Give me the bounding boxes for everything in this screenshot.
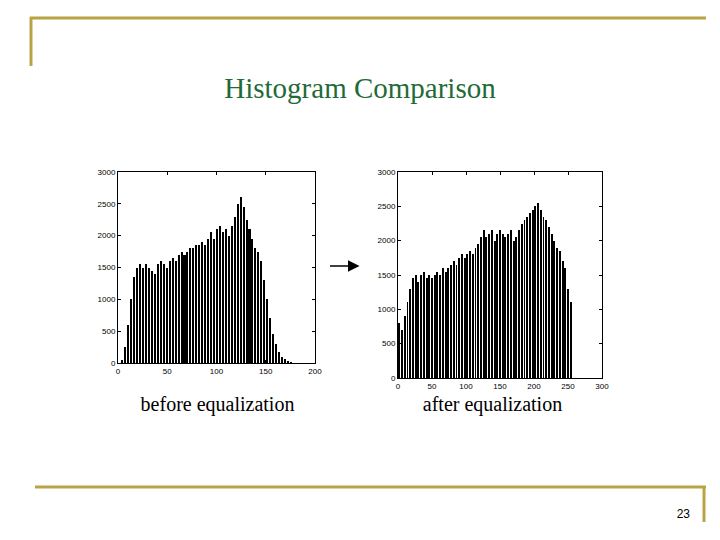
svg-text:3000: 3000 bbox=[98, 168, 116, 177]
svg-text:500: 500 bbox=[382, 339, 396, 348]
svg-text:1500: 1500 bbox=[98, 263, 116, 272]
svg-text:150: 150 bbox=[259, 367, 273, 376]
svg-text:50: 50 bbox=[163, 367, 172, 376]
svg-text:100: 100 bbox=[210, 367, 224, 376]
svg-text:100: 100 bbox=[459, 382, 473, 391]
svg-text:2500: 2500 bbox=[378, 202, 396, 211]
svg-text:300: 300 bbox=[595, 382, 609, 391]
html-text:before equalization: before equalization bbox=[140, 393, 295, 415]
svg-text:150: 150 bbox=[493, 382, 507, 391]
svg-text:0: 0 bbox=[396, 382, 401, 391]
svg-text:500: 500 bbox=[102, 327, 116, 336]
svg-text:50: 50 bbox=[428, 382, 437, 391]
svg-text:0: 0 bbox=[116, 367, 121, 376]
svg-text:0: 0 bbox=[111, 359, 116, 368]
svg-text:0: 0 bbox=[391, 374, 396, 383]
html-text:after equalization: after equalization bbox=[422, 393, 563, 415]
svg-text:1500: 1500 bbox=[378, 271, 396, 280]
svg-text:200: 200 bbox=[527, 382, 541, 391]
html-text:Histogram Comparison: Histogram Comparison bbox=[224, 72, 496, 104]
svg-text:1000: 1000 bbox=[378, 305, 396, 314]
svg-text:1000: 1000 bbox=[98, 295, 116, 304]
svg-text:3000: 3000 bbox=[378, 168, 396, 177]
html-text:23: 23 bbox=[676, 507, 690, 521]
svg-text:2500: 2500 bbox=[98, 200, 116, 209]
svg-text:2000: 2000 bbox=[378, 236, 396, 245]
svg-text:2000: 2000 bbox=[98, 231, 116, 240]
svg-text:200: 200 bbox=[308, 367, 322, 376]
svg-text:250: 250 bbox=[561, 382, 575, 391]
